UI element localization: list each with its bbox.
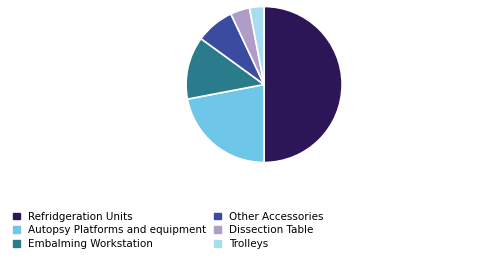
Wedge shape <box>201 14 264 84</box>
Wedge shape <box>188 84 264 162</box>
Wedge shape <box>264 6 342 162</box>
Legend: Refridgeration Units, Autopsy Platforms and equipment, Embalming Workstation, Ot: Refridgeration Units, Autopsy Platforms … <box>10 209 326 252</box>
Wedge shape <box>186 39 264 99</box>
Wedge shape <box>231 8 264 85</box>
Wedge shape <box>249 6 264 84</box>
